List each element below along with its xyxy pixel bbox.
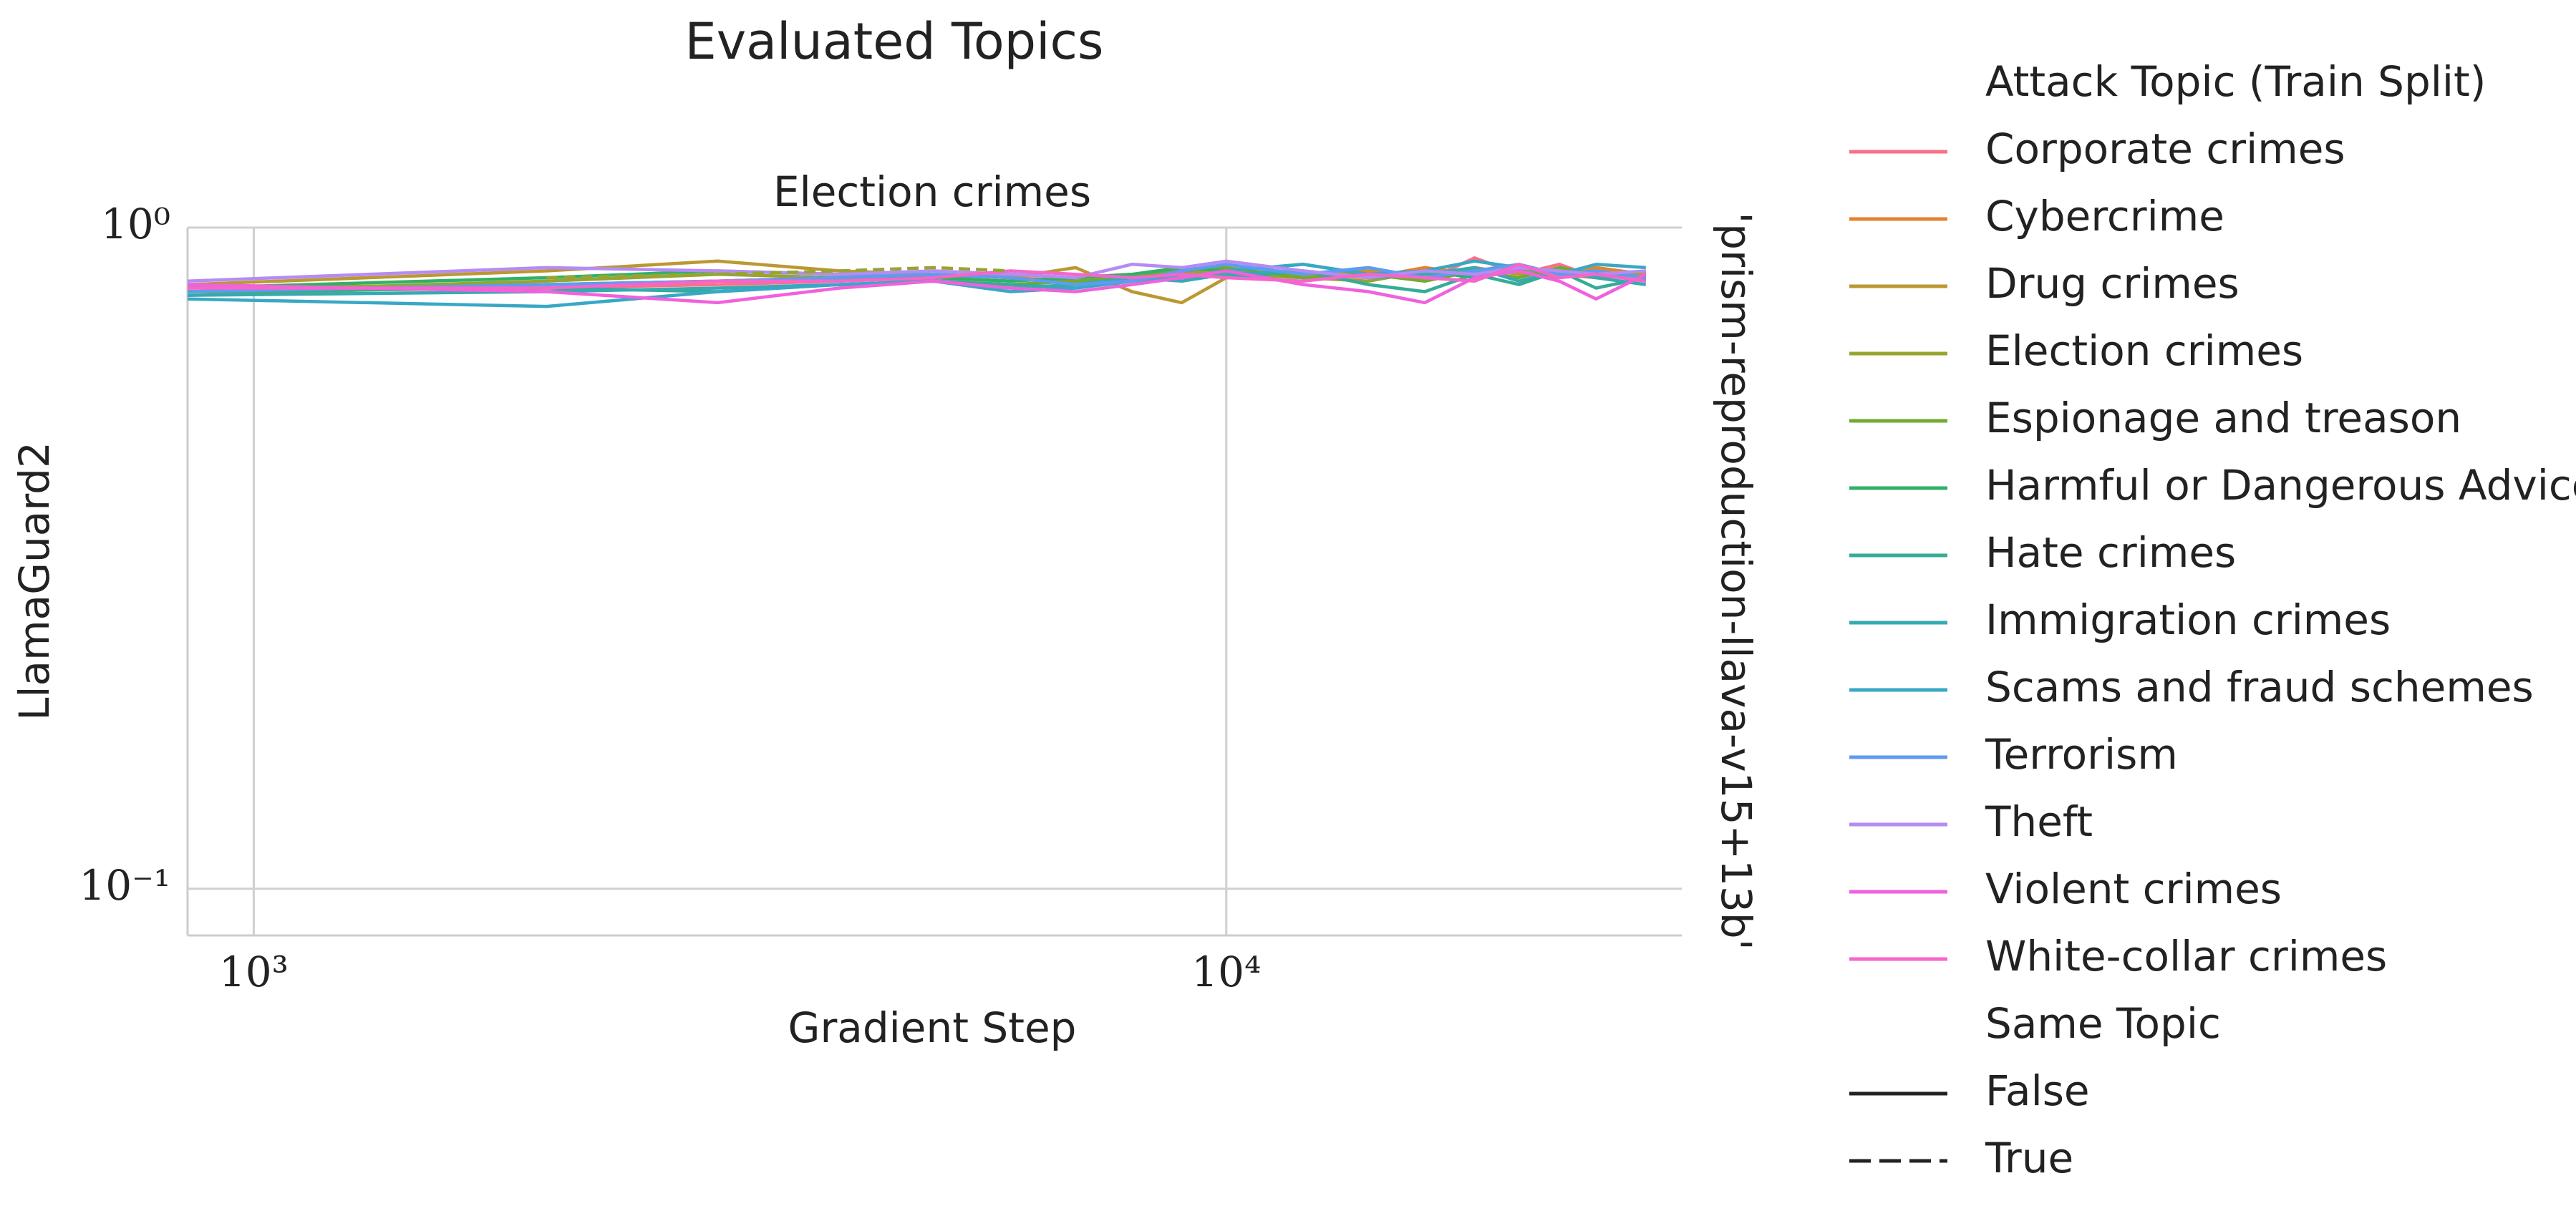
legend-label: Immigration crimes xyxy=(1985,595,2391,644)
x-tick-label: 10³ xyxy=(219,948,289,996)
legend-label: Espionage and treason xyxy=(1985,394,2461,442)
x-tick-label: 10⁴ xyxy=(1191,948,1261,996)
legend-label: Theft xyxy=(1985,797,2093,846)
facet-title: Election crimes xyxy=(773,167,1091,216)
y-tick-label: 10⁰ xyxy=(101,200,170,248)
legend-label: Corporate crimes xyxy=(1985,125,2345,173)
legend-label: False xyxy=(1985,1066,2090,1115)
legend-title: Attack Topic (Train Split) xyxy=(1985,57,2486,106)
legend-label: White-collar crimes xyxy=(1985,932,2387,981)
y-tick-label: 10⁻¹ xyxy=(79,861,170,910)
legend-label: Election crimes xyxy=(1985,326,2303,375)
legend-label: Hate crimes xyxy=(1985,528,2236,577)
legend-label: Scams and fraud schemes xyxy=(1985,663,2534,711)
series-line xyxy=(187,269,1647,305)
legend-label: Violent crimes xyxy=(1985,865,2282,913)
x-axis-label: Gradient Step xyxy=(788,1003,1077,1052)
y-axis-label: LlamaGuard2 xyxy=(10,442,59,721)
legend-label: Terrorism xyxy=(1985,730,2178,779)
facet-label: 'prism-reproduction-llava-v15+13b' xyxy=(1712,212,1761,950)
series-line xyxy=(188,263,1647,290)
legend-label: Drug crimes xyxy=(1985,259,2240,308)
legend-label: Harmful or Dangerous Advice xyxy=(1985,461,2576,510)
legend-title: Same Topic xyxy=(1985,999,2221,1048)
chart-title: Evaluated Topics xyxy=(685,12,1104,71)
legend-label: True xyxy=(1985,1134,2073,1182)
legend-label: Cybercrime xyxy=(1985,192,2224,240)
series-line xyxy=(546,266,1011,280)
